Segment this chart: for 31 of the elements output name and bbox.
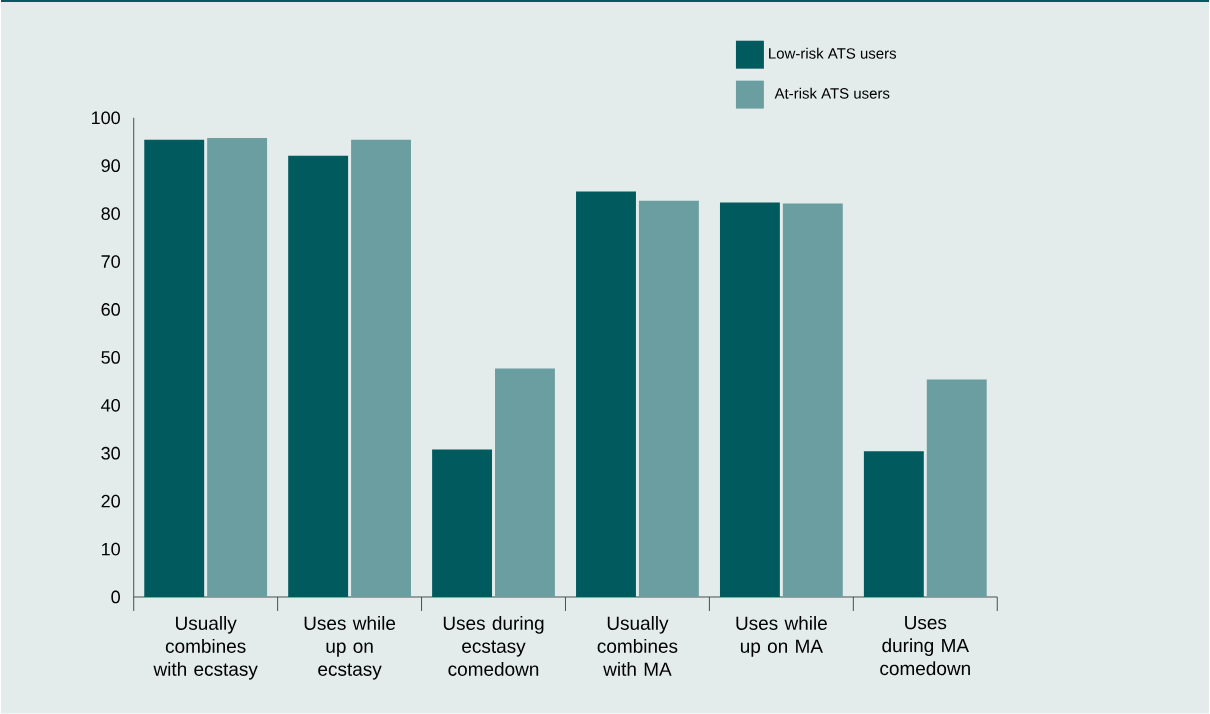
- bar: [432, 449, 493, 598]
- bar: [926, 379, 987, 598]
- bar: [782, 203, 843, 598]
- bar: [288, 155, 349, 598]
- legend-label: Low-risk ATS users: [769, 47, 897, 59]
- y-tick-label: 60: [101, 303, 120, 316]
- x-tick-label: Uses during ecstasy comedown: [443, 616, 544, 676]
- y-tick-label: 50: [101, 351, 120, 364]
- y-tick-label: 100: [92, 111, 120, 125]
- y-tick-label: 70: [101, 255, 120, 269]
- bar: [351, 139, 411, 598]
- y-tick-label: 10: [102, 542, 120, 556]
- y-tick-label: 30: [101, 446, 120, 460]
- bar: [863, 451, 924, 598]
- bar: [576, 191, 636, 598]
- bar: [144, 139, 205, 598]
- x-tick-label: Uses while up on MA: [736, 616, 827, 657]
- y-tick-label: 80: [101, 207, 120, 221]
- legend-label: At-risk ATS users: [774, 87, 890, 99]
- bar: [495, 368, 555, 598]
- bar: [719, 202, 780, 598]
- bar: [207, 138, 268, 598]
- x-tick-label: Uses while up on ecstasy: [304, 616, 396, 680]
- bar: [638, 200, 699, 598]
- y-tick-label: 0: [111, 590, 120, 604]
- y-tick-label: 90: [101, 159, 120, 173]
- x-tick-label: Uses during MA comedown: [880, 616, 970, 676]
- y-tick-label: 40: [101, 399, 120, 412]
- y-tick-label: 20: [101, 494, 120, 508]
- x-tick-label: Usually combines with ecstasy: [153, 616, 258, 680]
- x-tick-label: Usually combines with MA: [597, 616, 678, 676]
